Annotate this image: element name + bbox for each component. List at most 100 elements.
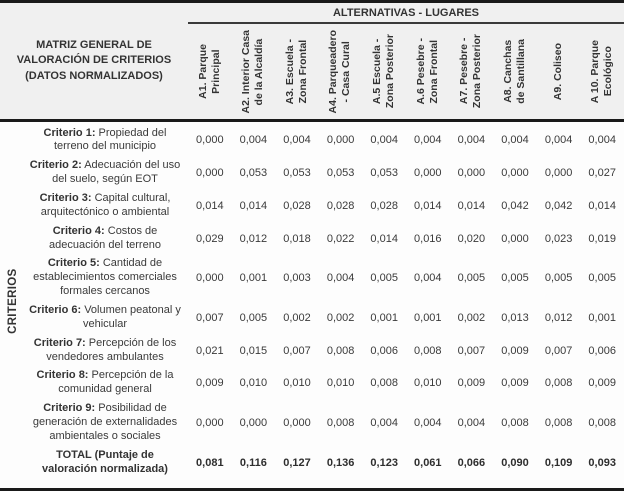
table-row-criterio-7: Criterio 7: Percepción de los vendedores…	[0, 334, 624, 367]
cell-criterio-5-a6: 0,004	[414, 272, 442, 285]
cell-criterio-2-a5: 0,053	[370, 167, 398, 180]
table-header: MATRIZ GENERAL DE VALORACIÓN DE CRITERIO…	[0, 3, 624, 122]
cell-total-a1: 0,081	[196, 456, 224, 469]
cell-criterio-5-a7: 0,005	[457, 272, 486, 285]
cell-criterio-7-a2: 0,015	[239, 344, 268, 357]
cell-criterio-3-a10: 0,014	[588, 199, 616, 212]
cell-criterio-8-a7: 0,009	[457, 377, 486, 390]
cell-criterio-2-a6: 0,000	[414, 167, 442, 180]
column-header-label: A4. Parqueadero - Casa Cural	[327, 29, 353, 114]
table-row-criterio-2: Criterio 2: Adecuación del uso del suelo…	[0, 157, 624, 190]
column-header-a8: A8. Canchas de Santillana	[493, 24, 537, 119]
column-header-a10: A 10. Parque Ecológico	[580, 24, 624, 119]
cell-criterio-6-a9: 0,012	[544, 311, 573, 324]
cell-criterio-7-a1: 0,021	[196, 344, 224, 357]
cell-criterio-5-a1: 0,000	[196, 272, 224, 285]
table-body: Criterio 1: Propiedad del terreno del mu…	[0, 124, 624, 479]
cell-criterio-4-a6: 0,016	[414, 232, 442, 245]
criteria-axis-label: CRITERIOS	[7, 268, 19, 334]
cell-criterio-3-a8: 0,042	[501, 199, 529, 212]
cell-criterio-9-a10: 0,008	[588, 416, 616, 429]
cell-criterio-6-a5: 0,001	[370, 311, 398, 324]
cell-criterio-2-a9: 0,000	[544, 167, 573, 180]
matrix-title: MATRIZ GENERAL DE VALORACIÓN DE CRITERIO…	[16, 38, 172, 82]
cell-criterio-8-a6: 0,010	[414, 377, 442, 390]
row-label: Criterio 1: Propiedad del terreno del mu…	[43, 126, 167, 153]
column-header-a7: A7. Pesebre - Zona Posterior	[450, 24, 494, 119]
cell-criterio-9-a1: 0,000	[196, 416, 224, 429]
cell-criterio-3-a3: 0,028	[283, 199, 311, 212]
cell-criterio-7-a4: 0,008	[326, 344, 355, 357]
cell-criterio-3-a6: 0,014	[414, 199, 442, 212]
cell-criterio-3-a7: 0,014	[457, 199, 486, 212]
cell-criterio-4-a5: 0,014	[370, 232, 398, 245]
cell-criterio-3-a9: 0,042	[544, 199, 573, 212]
cell-total-a6: 0,061	[414, 456, 442, 469]
cell-criterio-6-a8: 0,013	[501, 311, 529, 324]
alternatives-section: ALTERNATIVAS - LUGARES A1. Parque Princi…	[188, 3, 624, 119]
cell-criterio-2-a7: 0,000	[457, 167, 486, 180]
row-label: Criterio 6: Volumen peatonal y vehicular	[29, 303, 181, 330]
cell-criterio-5-a3: 0,003	[283, 272, 311, 285]
cell-criterio-1-a7: 0,004	[457, 134, 486, 147]
cell-total-a4: 0,136	[326, 456, 355, 469]
column-header-a3: A3. Escuela - Zona Frontal	[275, 24, 319, 119]
row-label: Criterio 3: Capital cultural, arquitectó…	[39, 191, 171, 218]
cell-criterio-2-a4: 0,053	[326, 167, 355, 180]
cell-criterio-2-a1: 0,000	[196, 167, 224, 180]
cell-criterio-5-a4: 0,004	[326, 272, 355, 285]
cell-criterio-6-a1: 0,007	[196, 311, 224, 324]
cell-criterio-6-a4: 0,002	[326, 311, 355, 324]
cell-criterio-9-a3: 0,000	[283, 416, 311, 429]
table-row-criterio-5: Criterio 5: Cantidad de establecimientos…	[0, 255, 624, 302]
column-header-a9: A9. Coliseo	[537, 24, 581, 119]
cell-total-a8: 0,090	[501, 456, 529, 469]
cell-criterio-1-a5: 0,004	[370, 134, 398, 147]
cell-criterio-5-a10: 0,005	[588, 272, 616, 285]
column-header-label: A.6 Pesebre - Zona Frontal	[414, 38, 440, 105]
row-label: Criterio 2: Adecuación del uso del suelo…	[29, 159, 181, 186]
cell-criterio-9-a7: 0,004	[457, 416, 486, 429]
cell-criterio-1-a6: 0,004	[414, 134, 442, 147]
cell-criterio-2-a8: 0,000	[501, 167, 529, 180]
cell-criterio-9-a8: 0,008	[501, 416, 529, 429]
column-header-a6: A.6 Pesebre - Zona Frontal	[406, 24, 450, 119]
cell-criterio-4-a3: 0,018	[283, 232, 311, 245]
table-row-criterio-3: Criterio 3: Capital cultural, arquitectó…	[0, 189, 624, 222]
column-header-label: A.5 Escuela - Zona Posterior	[371, 34, 397, 109]
cell-criterio-4-a2: 0,012	[239, 232, 268, 245]
column-headers: A1. Parque Principal A2. Interior Casa de…	[188, 24, 624, 119]
cell-criterio-8-a1: 0,009	[196, 377, 224, 390]
cell-total-a10: 0,093	[588, 456, 616, 469]
cell-criterio-7-a6: 0,008	[414, 344, 442, 357]
cell-criterio-1-a10: 0,004	[588, 134, 616, 147]
cell-criterio-1-a3: 0,004	[283, 134, 311, 147]
table-row-criterio-8: Criterio 8: Percepción de la comunidad g…	[0, 367, 624, 400]
cell-criterio-1-a1: 0,000	[196, 134, 224, 147]
cell-criterio-6-a10: 0,001	[588, 311, 616, 324]
column-header-a5: A.5 Escuela - Zona Posterior	[362, 24, 406, 119]
cell-criterio-8-a10: 0,009	[588, 377, 616, 390]
cell-criterio-8-a9: 0,008	[544, 377, 573, 390]
cell-criterio-7-a5: 0,006	[370, 344, 398, 357]
cell-criterio-3-a5: 0,028	[370, 199, 398, 212]
column-header-a4: A4. Parqueadero - Casa Cural	[319, 24, 363, 119]
cell-criterio-4-a7: 0,020	[457, 232, 486, 245]
cell-criterio-7-a10: 0,006	[588, 344, 616, 357]
cell-total-a7: 0,066	[457, 456, 486, 469]
cell-criterio-2-a3: 0,053	[283, 167, 311, 180]
cell-criterio-4-a4: 0,022	[326, 232, 355, 245]
cell-criterio-1-a2: 0,004	[239, 134, 268, 147]
cell-criterio-9-a2: 0,000	[239, 416, 268, 429]
row-label: TOTAL (Puntaje de valoración normalizada…	[42, 448, 168, 475]
table-row-criterio-4: Criterio 4: Costos de adecuación del ter…	[0, 222, 624, 255]
cell-criterio-9-a9: 0,008	[544, 416, 573, 429]
cell-criterio-4-a10: 0,019	[588, 232, 616, 245]
cell-criterio-6-a3: 0,002	[283, 311, 311, 324]
column-header-label: A9. Coliseo	[552, 42, 565, 101]
column-header-label: A2. Interior Casa de la Alcaldía	[240, 29, 266, 114]
row-label: Criterio 9: Posibilidad de generación de…	[32, 402, 178, 442]
cell-total-a3: 0,127	[283, 456, 311, 469]
cell-criterio-3-a1: 0,014	[196, 199, 224, 212]
